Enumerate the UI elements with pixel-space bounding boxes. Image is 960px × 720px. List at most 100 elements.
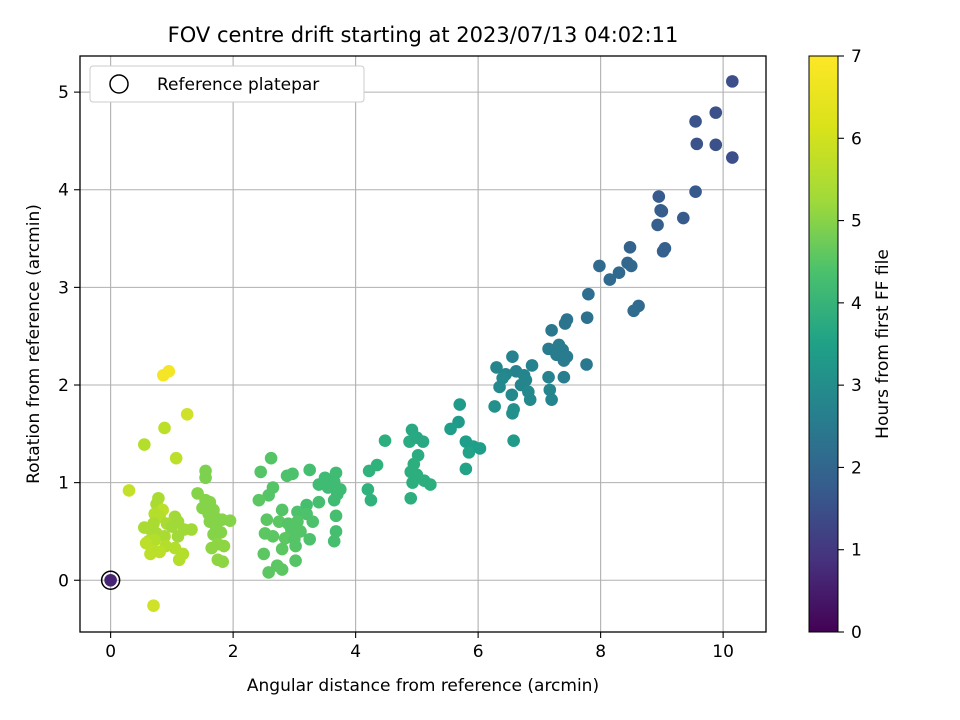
- data-point: [505, 388, 519, 402]
- data-point: [158, 530, 171, 543]
- data-point: [462, 446, 476, 459]
- data-point: [327, 493, 341, 507]
- data-point: [104, 573, 117, 587]
- data-point: [493, 380, 506, 394]
- colorbar-tick-label: 7: [851, 47, 862, 67]
- data-point: [185, 523, 198, 536]
- data-point: [627, 304, 640, 318]
- reference-platepar-marker: [100, 570, 121, 591]
- y-tick-label: 4: [58, 181, 69, 201]
- x-tick-label: 4: [350, 642, 361, 662]
- data-point: [582, 287, 595, 301]
- colorbar-tick-label: 4: [851, 294, 862, 314]
- data-point: [558, 317, 572, 330]
- data-point: [216, 555, 230, 569]
- colorbar-tick-label: 2: [851, 458, 862, 478]
- data-point: [329, 509, 343, 523]
- data-point: [162, 365, 176, 378]
- colorbar-ticks: 0 1 2 3 4 5 6 7: [838, 47, 862, 643]
- legend-marker-reference: [109, 74, 129, 94]
- data-point: [278, 531, 292, 545]
- data-point: [303, 463, 316, 477]
- data-point: [289, 539, 302, 553]
- data-point: [254, 465, 267, 479]
- data-point: [580, 358, 593, 371]
- y-tick-label: 1: [58, 474, 69, 494]
- data-point: [603, 273, 617, 286]
- data-point: [180, 407, 194, 421]
- data-point: [252, 493, 266, 507]
- data-point: [378, 434, 392, 447]
- data-point: [709, 138, 723, 152]
- colorbar-label: Hours from first FF file: [873, 249, 893, 439]
- data-point: [542, 370, 555, 384]
- data-point: [543, 383, 557, 397]
- data-point: [690, 137, 704, 151]
- x-tick-label: 0: [105, 642, 116, 662]
- data-point: [321, 481, 335, 494]
- data-point: [406, 476, 419, 489]
- data-point: [656, 244, 670, 258]
- data-point: [506, 350, 519, 363]
- data-point: [652, 190, 666, 203]
- data-point: [689, 185, 702, 199]
- plot-frame: [79, 55, 767, 633]
- data-point: [264, 451, 278, 465]
- x-axis: 0 2 4 6 8 10: [105, 632, 734, 662]
- data-point: [593, 259, 606, 273]
- data-point: [312, 495, 326, 509]
- data-point: [262, 566, 275, 579]
- chart-title: FOV centre drift starting at 2023/07/13 …: [168, 23, 679, 47]
- data-point: [169, 451, 183, 465]
- data-point: [726, 75, 739, 88]
- data-point: [303, 532, 316, 546]
- colorbar-tick-label: 3: [851, 376, 862, 396]
- data-point: [172, 553, 186, 567]
- data-point: [217, 539, 231, 553]
- data-point: [473, 442, 487, 455]
- data-point: [444, 422, 457, 436]
- data-point: [223, 514, 237, 528]
- data-point: [404, 491, 418, 505]
- data-point: [490, 361, 503, 374]
- colorbar-tick-label: 0: [851, 623, 862, 643]
- grid: [80, 56, 766, 632]
- x-tick-label: 6: [473, 642, 484, 662]
- data-point: [329, 525, 343, 538]
- data-point: [165, 520, 179, 533]
- colorbar-tick-label: 6: [851, 129, 862, 149]
- data-point: [260, 513, 274, 527]
- data-point: [205, 541, 218, 555]
- data-point: [726, 151, 739, 164]
- data-point: [709, 106, 723, 119]
- data-point: [459, 462, 473, 476]
- data-point: [488, 400, 501, 413]
- data-point: [289, 554, 302, 568]
- data-point: [361, 483, 375, 496]
- x-tick-label: 8: [595, 642, 606, 662]
- legend-label-reference: Reference platepar: [157, 75, 319, 95]
- data-point: [262, 489, 275, 502]
- legend-box: [89, 65, 365, 103]
- data-point: [523, 393, 537, 406]
- data-point: [138, 438, 151, 451]
- data-points: [104, 75, 739, 612]
- legend: Reference platepar: [89, 65, 365, 103]
- data-point: [266, 530, 280, 543]
- data-point: [306, 515, 320, 528]
- data-point: [280, 469, 294, 483]
- data-point: [257, 547, 271, 561]
- data-point: [612, 266, 626, 280]
- x-tick-label: 10: [712, 642, 734, 662]
- data-point: [416, 435, 430, 448]
- data-point: [275, 542, 289, 556]
- y-tick-label: 0: [58, 571, 69, 591]
- data-point: [525, 359, 539, 372]
- data-point: [655, 204, 669, 218]
- y-tick-label: 3: [58, 278, 69, 298]
- data-point: [624, 259, 638, 273]
- data-point: [199, 471, 212, 485]
- data-point: [545, 393, 558, 406]
- y-axis: 0 1 2 3 4 5: [58, 83, 80, 591]
